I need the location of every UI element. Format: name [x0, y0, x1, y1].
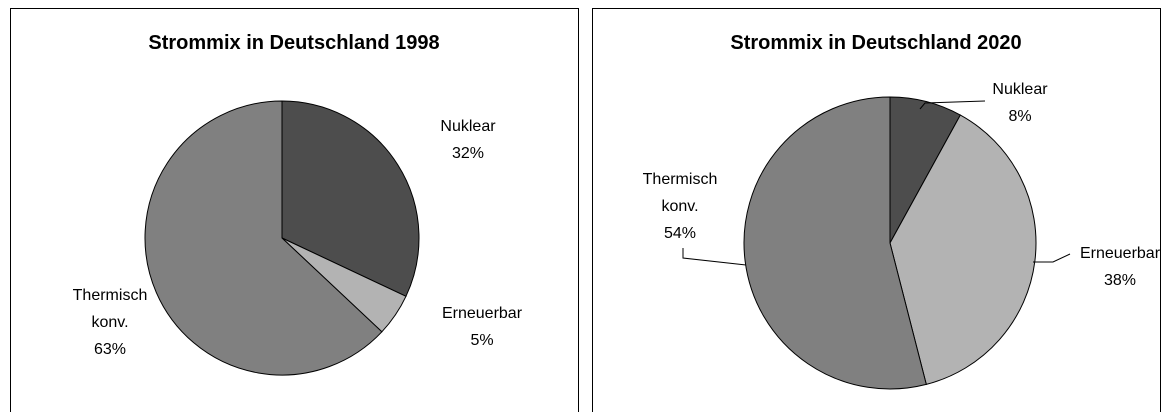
chart-title: Strommix in Deutschland 1998 — [148, 32, 440, 54]
slice-label: Thermisch konv. 63% — [55, 282, 165, 363]
pie-slice — [889, 114, 1037, 386]
category-label: Nuklear — [992, 81, 1048, 98]
category-label: Thermisch konv. — [642, 171, 718, 215]
value-label: 54% — [663, 225, 697, 242]
category-label: Thermisch konv. — [72, 287, 148, 331]
pie-slice — [743, 96, 927, 390]
slice-label: Erneuerbar 5% — [437, 300, 527, 354]
slice-label: Erneuerbar 38% — [1070, 240, 1170, 294]
pie-slice — [144, 100, 383, 376]
value-label: 32% — [451, 145, 485, 162]
leader-line — [919, 100, 986, 110]
chart-title: Strommix in Deutschland 2020 — [730, 32, 1022, 54]
slice-label: Thermisch konv. 54% — [625, 166, 735, 247]
category-label: Erneuerbar — [1079, 245, 1161, 262]
slice-label: Nuklear 32% — [433, 113, 503, 167]
leader-line — [682, 248, 747, 266]
category-label: Nuklear — [440, 118, 496, 135]
value-label: 63% — [93, 341, 127, 358]
pie-slice — [281, 100, 420, 297]
category-label: Erneuerbar — [441, 305, 523, 322]
slice-label: Nuklear 8% — [985, 76, 1055, 130]
leader-line — [1033, 253, 1071, 263]
value-label: 8% — [1008, 108, 1032, 125]
value-label: 5% — [470, 332, 494, 349]
value-label: 38% — [1103, 272, 1137, 289]
